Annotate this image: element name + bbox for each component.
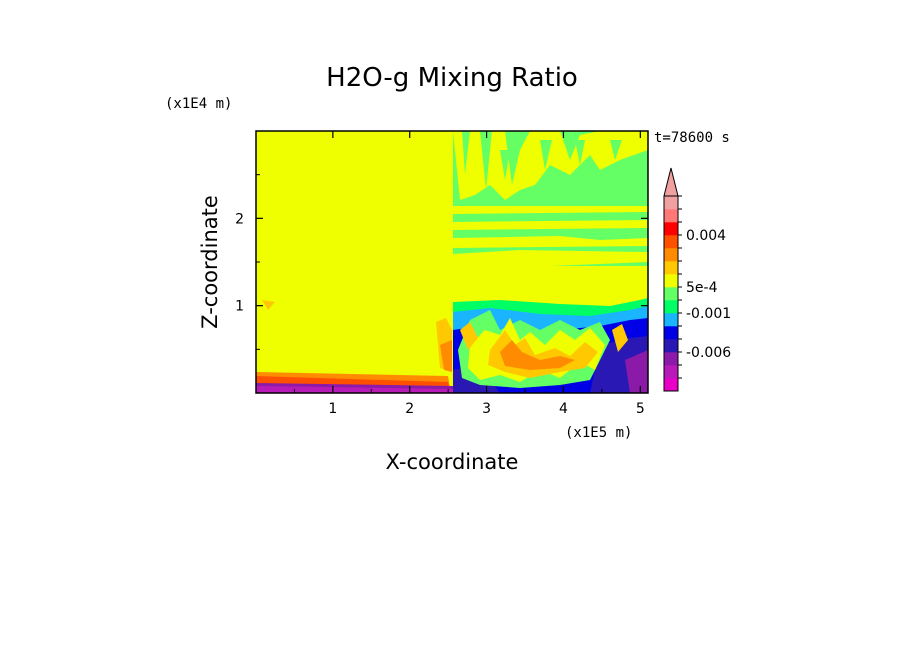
time-label: t=78600 s [654, 130, 730, 146]
y-tick-label: 1 [235, 299, 244, 315]
colorbar-swatch [664, 235, 678, 249]
colorbar-label: 0.004 [686, 228, 726, 244]
colorbar-swatch [664, 287, 678, 301]
x-tick-label: 4 [559, 401, 568, 417]
band-2 [453, 220, 648, 230]
band-4 [453, 250, 648, 270]
x-tick-label: 3 [482, 401, 491, 417]
colorbar-swatch [664, 222, 678, 236]
chart-title: H2O-g Mixing Ratio [326, 63, 578, 93]
colorbar-swatch [664, 378, 678, 392]
left-edge-orange [440, 340, 452, 372]
x-tick-label: 1 [328, 401, 337, 417]
y-axis-label: Z-coordinate [198, 195, 222, 329]
x-axis-ticks: 1 2 3 4 5 [293, 131, 645, 417]
colorbar-extend-arrow [663, 167, 679, 197]
colorbar-swatch [664, 365, 678, 379]
y-axis-ticks: 12 [235, 174, 648, 350]
region-mid-right [453, 266, 648, 304]
colorbar-label: -0.001 [686, 306, 731, 322]
band-1 [453, 206, 648, 214]
y-tick-label: 2 [235, 211, 244, 227]
cloud-orange [500, 340, 575, 370]
y-unit-label: (x1E4 m) [165, 96, 232, 112]
region-upper-yellow-streaks [453, 131, 648, 200]
colorbar-swatch [664, 274, 678, 288]
band-3 [453, 236, 648, 248]
colorbar-swatch [664, 339, 678, 353]
x-axis-label: X-coordinate [386, 450, 519, 474]
region-lower-purple [625, 350, 648, 393]
colorbar-swatch [664, 261, 678, 275]
colorbar-swatch [664, 313, 678, 327]
colorbar-swatch [664, 326, 678, 340]
colorbar-swatch [664, 196, 678, 210]
left-small-patch [262, 300, 275, 310]
x-tick-label: 5 [636, 401, 645, 417]
colorbar-frame [663, 195, 679, 392]
colorbar-label: -0.006 [686, 345, 731, 361]
colorbar-swatch [664, 300, 678, 314]
colorbar: -0.006 -0.001 5e-4 0.004 [663, 167, 731, 392]
colorbar-label: 5e-4 [686, 280, 718, 296]
colorbar-swatch [664, 352, 678, 366]
x-unit-label: (x1E5 m) [565, 425, 632, 441]
colorbar-swatch [664, 248, 678, 262]
x-tick-label: 2 [405, 401, 414, 417]
colorbar-swatch [664, 209, 678, 223]
left-surface-magenta [256, 386, 453, 393]
contour-field [256, 131, 648, 393]
